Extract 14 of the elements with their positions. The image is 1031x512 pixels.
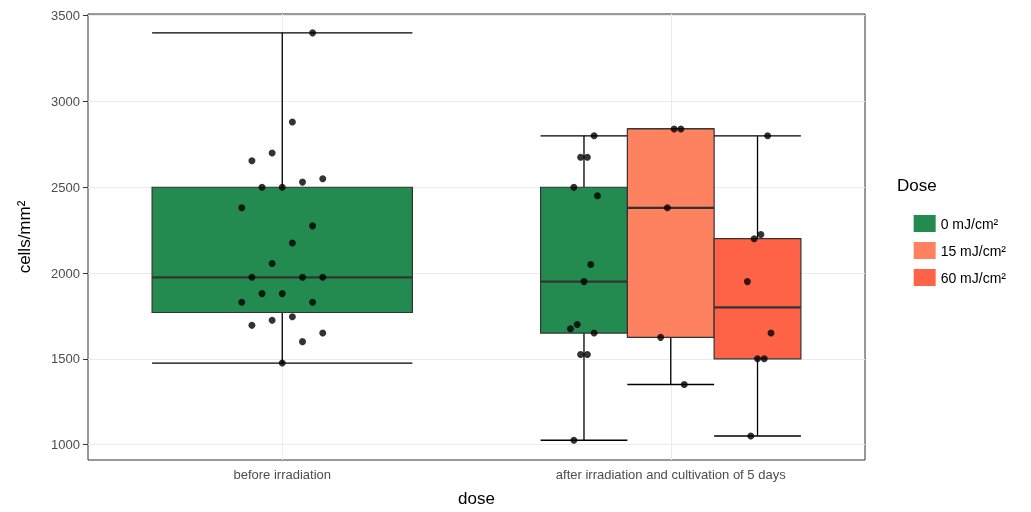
y-tick-label: 2500 bbox=[51, 179, 80, 195]
y-tick-label: 2000 bbox=[51, 265, 80, 281]
legend-label: 15 mJ/cm² bbox=[940, 242, 1007, 259]
x-axis-title: dose bbox=[458, 489, 495, 508]
y-tick-label: 3000 bbox=[51, 93, 80, 109]
legend-label: 0 mJ/cm² bbox=[940, 215, 999, 232]
x-tick-label: after irradiation and cultivation of 5 days bbox=[555, 467, 787, 482]
y-tick-label: 1000 bbox=[51, 437, 80, 453]
legend-title: Dose bbox=[897, 176, 937, 195]
y-tick-label: 3500 bbox=[51, 8, 80, 24]
y-tick-label: 1500 bbox=[51, 351, 80, 367]
legend-label: 60 mJ/cm² bbox=[940, 269, 1007, 286]
y-axis-title: cells/mm² bbox=[15, 200, 34, 274]
x-tick-label: before irradiation bbox=[233, 467, 332, 482]
